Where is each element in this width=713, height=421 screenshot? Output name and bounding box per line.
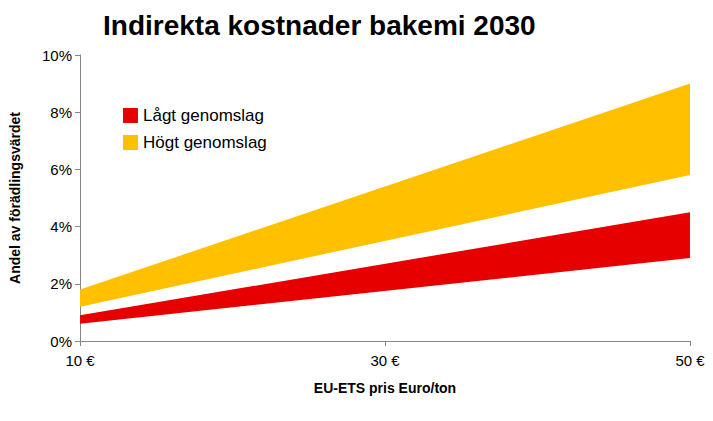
svg-text:8%: 8% [50, 104, 72, 121]
svg-text:10 €: 10 € [65, 352, 95, 369]
svg-text:50 €: 50 € [675, 352, 705, 369]
svg-text:2%: 2% [50, 275, 72, 292]
svg-text:Högt genomslag: Högt genomslag [143, 133, 267, 152]
svg-text:0%: 0% [50, 333, 72, 350]
svg-text:30 €: 30 € [370, 352, 400, 369]
svg-text:10%: 10% [42, 47, 72, 64]
svg-text:Andel av förädlingsvärdet: Andel av förädlingsvärdet [7, 112, 23, 284]
svg-text:4%: 4% [50, 218, 72, 235]
svg-text:6%: 6% [50, 161, 72, 178]
svg-text:Indirekta kostnader bakemi 203: Indirekta kostnader bakemi 2030 [103, 10, 536, 41]
svg-text:Lågt genomslag: Lågt genomslag [143, 106, 264, 125]
svg-text:EU-ETS pris Euro/ton: EU-ETS pris Euro/ton [314, 380, 456, 396]
